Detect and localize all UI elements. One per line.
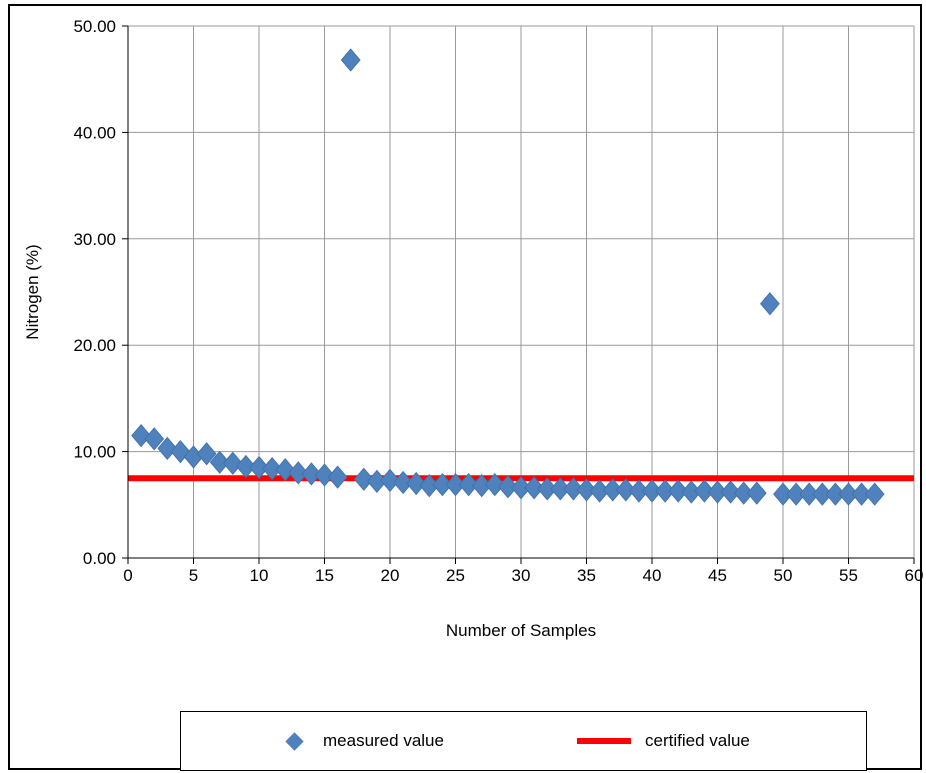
y-tick-label: 40.00 — [73, 123, 116, 142]
x-tick-label: 10 — [250, 566, 269, 585]
measured-value-point — [209, 450, 230, 474]
measured-value-point — [498, 475, 518, 499]
x-tick-label: 60 — [905, 566, 924, 585]
legend-item-measured-value: measured value — [285, 712, 444, 770]
measured-value-point — [537, 477, 558, 501]
measured-value-point — [812, 482, 833, 506]
legend-line-marker — [577, 738, 631, 744]
measured-value-point — [563, 477, 584, 501]
y-axis-title: Nitrogen (%) — [23, 244, 42, 339]
measured-value-point — [406, 471, 427, 496]
measured-value-point — [760, 292, 780, 316]
measured-value-point — [314, 463, 335, 487]
points-layer — [131, 48, 885, 506]
chart-frame — [8, 4, 922, 770]
axis-layer: 0 5 10 15 20 25 30 35 40 45 50 55 60 0.00 10.00 20.00 30… — [73, 17, 923, 585]
y-tick-label: 20.00 — [73, 336, 116, 355]
measured-value-point — [851, 482, 872, 506]
measured-value-point — [484, 472, 505, 497]
measured-value-point — [340, 48, 361, 72]
measured-value-point — [288, 461, 309, 485]
y-tick-label: 50.00 — [73, 17, 116, 36]
measured-value-point — [864, 482, 885, 506]
x-axis-title: Number of Samples — [446, 621, 596, 640]
measured-value-point — [353, 467, 374, 491]
measured-value-point — [380, 468, 400, 492]
measured-value-point — [550, 477, 571, 501]
measured-value-point — [131, 424, 151, 448]
legend-label-certified: certified value — [645, 731, 750, 750]
measured-value-point — [249, 455, 269, 480]
x-tick-label: 25 — [446, 566, 465, 585]
legend-diamond-marker — [285, 731, 304, 751]
x-tick-label: 35 — [577, 566, 596, 585]
measured-value-point — [825, 482, 846, 506]
measured-value-point — [733, 481, 754, 505]
x-tick-label: 55 — [839, 566, 858, 585]
measured-value-point — [301, 462, 322, 486]
measured-value-point — [236, 454, 256, 479]
legend-label-measured: measured value — [323, 731, 444, 750]
x-tick-label: 40 — [643, 566, 662, 585]
x-tick-label: 5 — [189, 566, 198, 585]
measured-value-point — [838, 482, 859, 506]
measured-value-point — [157, 436, 178, 461]
measured-value-point — [799, 482, 820, 506]
measured-value-point — [655, 479, 675, 503]
measured-value-point — [511, 476, 531, 500]
measured-value-point — [668, 479, 689, 503]
x-tick-label: 45 — [708, 566, 727, 585]
measured-value-point — [327, 465, 348, 489]
measured-value-point — [458, 472, 479, 497]
x-tick-label: 20 — [381, 566, 400, 585]
measured-value-point — [196, 442, 217, 466]
measured-value-point — [445, 472, 466, 497]
x-tick-label: 50 — [774, 566, 793, 585]
x-tick-label: 0 — [123, 566, 132, 585]
measured-value-point — [707, 480, 728, 504]
measured-value-point — [393, 470, 413, 495]
measured-value-point — [720, 480, 741, 504]
measured-value-point — [746, 481, 767, 505]
measured-value-point — [602, 478, 623, 502]
measured-value-point — [222, 451, 243, 475]
measured-value-point — [262, 457, 282, 481]
legend: measured value certified value — [180, 711, 867, 771]
legend-item-certified-value: certified value — [577, 712, 750, 770]
measured-value-point — [773, 482, 793, 506]
measured-value-point — [694, 479, 715, 503]
y-tick-label: 10.00 — [73, 443, 116, 462]
measured-value-point — [275, 458, 296, 482]
x-tick-label: 30 — [512, 566, 531, 585]
y-tick-label: 30.00 — [73, 230, 116, 249]
measured-value-point — [629, 479, 649, 503]
measured-value-point — [786, 482, 806, 506]
measured-value-point — [524, 476, 544, 500]
measured-value-point — [615, 478, 636, 502]
x-tick-label: 15 — [315, 566, 334, 585]
measured-value-point — [432, 472, 453, 497]
y-tick-label: 0.00 — [83, 549, 116, 568]
measured-value-point — [144, 427, 165, 451]
measured-value-point — [642, 479, 662, 503]
measured-value-point — [576, 478, 597, 502]
